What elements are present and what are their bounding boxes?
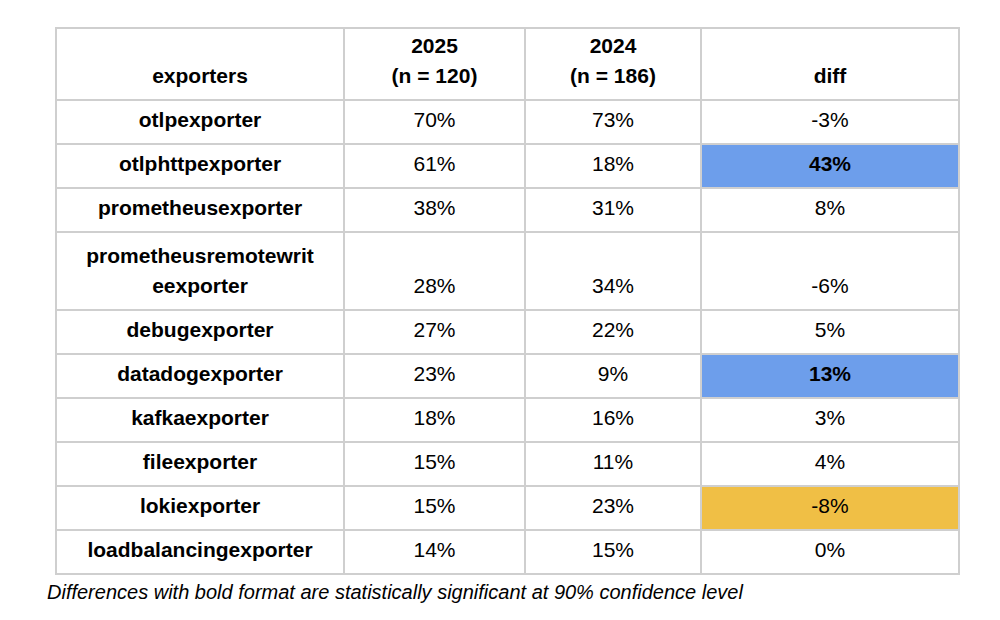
table-row: kafkaexporter18%16%3% bbox=[56, 398, 959, 442]
value-2025-cell[interactable]: 15% bbox=[344, 442, 525, 486]
column-header-2025: 2025 (n = 120) bbox=[344, 28, 525, 100]
column-header-2024: 2024 (n = 186) bbox=[525, 28, 701, 100]
value-2025-cell[interactable]: 18% bbox=[344, 398, 525, 442]
exporter-name-cell[interactable]: loadbalancingexporter bbox=[56, 530, 344, 574]
value-2024-cell[interactable]: 73% bbox=[525, 100, 701, 144]
value-2025-cell[interactable]: 61% bbox=[344, 144, 525, 188]
diff-cell[interactable]: -8% bbox=[701, 486, 959, 530]
column-header-exporters: exporters bbox=[56, 28, 344, 100]
exporter-name-cell[interactable]: prometheusremotewrit​eexporter bbox=[56, 232, 344, 310]
spreadsheet-area: exporters 2025 (n = 120) 2024 (n = 186) … bbox=[0, 0, 1000, 604]
diff-cell[interactable]: 4% bbox=[701, 442, 959, 486]
diff-cell[interactable]: 0% bbox=[701, 530, 959, 574]
value-2024-cell[interactable]: 34% bbox=[525, 232, 701, 310]
significance-footnote: Differences with bold format are statist… bbox=[47, 581, 1000, 604]
column-header-label: exporters bbox=[152, 64, 248, 87]
value-2024-cell[interactable]: 16% bbox=[525, 398, 701, 442]
table-row: otlphttpexporter61%18%43% bbox=[56, 144, 959, 188]
exporter-name-cell[interactable]: debugexporter bbox=[56, 310, 344, 354]
value-2024-cell[interactable]: 22% bbox=[525, 310, 701, 354]
value-2025-cell[interactable]: 15% bbox=[344, 486, 525, 530]
exporter-name-cell[interactable]: lokiexporter bbox=[56, 486, 344, 530]
value-2025-cell[interactable]: 38% bbox=[344, 188, 525, 232]
exporters-comparison-table: exporters 2025 (n = 120) 2024 (n = 186) … bbox=[55, 27, 960, 575]
diff-cell[interactable]: 13% bbox=[701, 354, 959, 398]
value-2024-cell[interactable]: 11% bbox=[525, 442, 701, 486]
value-2025-cell[interactable]: 23% bbox=[344, 354, 525, 398]
value-2024-cell[interactable]: 31% bbox=[525, 188, 701, 232]
exporter-name-cell[interactable]: otlpexporter bbox=[56, 100, 344, 144]
value-2024-cell[interactable]: 23% bbox=[525, 486, 701, 530]
diff-cell[interactable]: 5% bbox=[701, 310, 959, 354]
value-2025-cell[interactable]: 70% bbox=[344, 100, 525, 144]
table-row: loadbalancingexporter14%15%0% bbox=[56, 530, 959, 574]
column-header-diff: diff bbox=[701, 28, 959, 100]
column-header-sample-size: (n = 120) bbox=[347, 61, 522, 90]
column-header-year: 2024 bbox=[528, 31, 698, 60]
table-header: exporters 2025 (n = 120) 2024 (n = 186) … bbox=[56, 28, 959, 100]
table-row: datadogexporter23%9%13% bbox=[56, 354, 959, 398]
value-2025-cell[interactable]: 14% bbox=[344, 530, 525, 574]
diff-cell[interactable]: -3% bbox=[701, 100, 959, 144]
value-2024-cell[interactable]: 9% bbox=[525, 354, 701, 398]
table-row: prometheusexporter38%31%8% bbox=[56, 188, 959, 232]
diff-cell[interactable]: 3% bbox=[701, 398, 959, 442]
header-row: exporters 2025 (n = 120) 2024 (n = 186) … bbox=[56, 28, 959, 100]
column-header-year: 2025 bbox=[347, 31, 522, 60]
table-row: otlpexporter70%73%-3% bbox=[56, 100, 959, 144]
exporter-name-cell[interactable]: fileexporter bbox=[56, 442, 344, 486]
exporter-name-cell[interactable]: datadogexporter bbox=[56, 354, 344, 398]
value-2024-cell[interactable]: 15% bbox=[525, 530, 701, 574]
exporter-name-cell[interactable]: otlphttpexporter bbox=[56, 144, 344, 188]
table-row: debugexporter27%22%5% bbox=[56, 310, 959, 354]
diff-cell[interactable]: 8% bbox=[701, 188, 959, 232]
table-row: fileexporter15%11%4% bbox=[56, 442, 959, 486]
value-2024-cell[interactable]: 18% bbox=[525, 144, 701, 188]
column-header-sample-size: (n = 186) bbox=[528, 61, 698, 90]
value-2025-cell[interactable]: 28% bbox=[344, 232, 525, 310]
diff-cell[interactable]: -6% bbox=[701, 232, 959, 310]
diff-cell[interactable]: 43% bbox=[701, 144, 959, 188]
table-row: prometheusremotewrit​eexporter28%34%-6% bbox=[56, 232, 959, 310]
exporter-name-cell[interactable]: kafkaexporter bbox=[56, 398, 344, 442]
exporter-name-cell[interactable]: prometheusexporter bbox=[56, 188, 344, 232]
column-header-label: diff bbox=[814, 64, 847, 87]
value-2025-cell[interactable]: 27% bbox=[344, 310, 525, 354]
table-body: otlpexporter70%73%-3%otlphttpexporter61%… bbox=[56, 100, 959, 574]
table-row: lokiexporter15%23%-8% bbox=[56, 486, 959, 530]
